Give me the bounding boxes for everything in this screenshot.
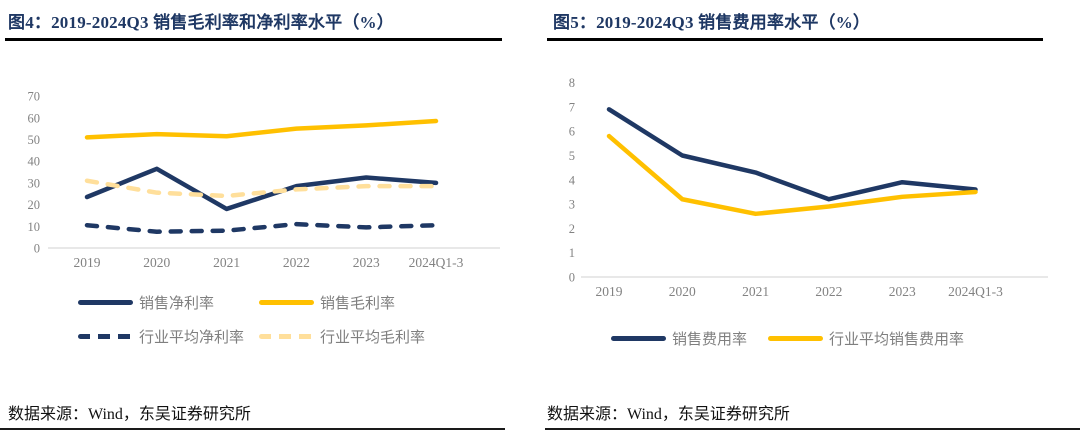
figure4-line-chart: 0 10 20 30 40 50 60 70 2019 2020 2021 2022 2023 2024Q… <box>28 90 500 270</box>
y-axis-tick-label: 60 <box>28 111 41 125</box>
series-line-1 <box>84 118 439 140</box>
figure5-title-rule <box>547 38 1043 41</box>
figure4-title-rule <box>5 38 502 41</box>
legend-item: 销售费用率 <box>611 328 768 349</box>
x-axis-tick-label: 2024Q1-3 <box>409 255 464 270</box>
figure5-line-chart: 0 1 2 3 4 5 6 7 8 2019 2020 2021 2022 2023 2024Q1-3 <box>569 76 1048 299</box>
series-line-2 <box>84 221 439 234</box>
x-axis-tick-label: 2024Q1-3 <box>948 284 1003 299</box>
series-line-1 <box>606 133 978 217</box>
y-axis-tick-label: 4 <box>569 173 576 187</box>
x-axis-tick-label: 2022 <box>815 284 842 299</box>
figure5-legend: 销售费用率 行业平均销售费用率 <box>611 328 964 349</box>
figure4-title: 图4：2019-2024Q3 销售毛利率和净利率水平（%） <box>8 13 394 32</box>
figure5-bottom-rule <box>545 428 1080 430</box>
figure4-source-note: 数据来源：Wind，东吴证券研究所 <box>8 406 251 423</box>
legend-item: 行业平均毛利率 <box>259 326 425 347</box>
y-axis-tick-label: 8 <box>569 76 575 90</box>
legend-line-swatch <box>78 334 133 339</box>
y-axis-tick-label: 70 <box>28 90 41 104</box>
legend-label: 销售费用率 <box>672 331 748 348</box>
y-axis-tick-label: 3 <box>569 198 575 212</box>
x-axis-tick-label: 2019 <box>74 255 101 270</box>
figure5-title: 图5：2019-2024Q3 销售费用率水平（%） <box>553 13 871 32</box>
legend-item: 销售毛利率 <box>259 292 425 313</box>
x-axis-tick-label: 2019 <box>596 284 623 299</box>
figure5-column: 图5：2019-2024Q3 销售费用率水平（%） 0 1 2 3 4 5 6 7 8 2019 2… <box>545 0 1080 435</box>
y-axis-tick-label: 6 <box>569 125 575 139</box>
x-axis-tick-label: 2020 <box>143 255 170 270</box>
figure4-legend: 销售净利率 销售毛利率行业平均净利率 行业平均毛利率 <box>78 292 425 347</box>
figure4-bottom-rule <box>0 428 505 430</box>
legend-line-swatch <box>259 334 314 339</box>
legend-label: 行业平均净利率 <box>139 329 245 346</box>
x-axis-tick-label: 2021 <box>742 284 769 299</box>
legend-label: 销售净利率 <box>139 295 215 312</box>
legend-item: 销售净利率 <box>78 292 259 313</box>
legend-item: 行业平均净利率 <box>78 326 259 347</box>
y-axis-tick-label: 20 <box>28 198 41 212</box>
legend-line-swatch <box>768 336 823 341</box>
legend-label: 销售毛利率 <box>320 295 396 312</box>
x-axis-tick-label: 2021 <box>213 255 240 270</box>
legend-label: 行业平均毛利率 <box>320 329 426 346</box>
y-axis-tick-label: 0 <box>569 271 575 285</box>
y-axis-tick-label: 5 <box>569 149 575 163</box>
figure5-source-note: 数据来源：Wind，东吴证券研究所 <box>547 406 790 423</box>
y-axis-tick-label: 10 <box>28 220 41 234</box>
y-axis-tick-label: 30 <box>28 176 41 190</box>
legend-line-swatch <box>611 336 666 341</box>
y-axis-tick-label: 2 <box>569 222 575 236</box>
y-axis-tick-label: 7 <box>569 100 575 114</box>
series-line-0 <box>84 166 439 212</box>
legend-label: 行业平均销售费用率 <box>829 331 965 348</box>
legend-line-swatch <box>259 300 314 305</box>
series-line-0 <box>606 107 978 202</box>
y-axis-tick-label: 0 <box>34 242 40 256</box>
y-axis-tick-label: 40 <box>28 155 41 169</box>
legend-item: 行业平均销售费用率 <box>768 328 964 349</box>
y-axis-tick-label: 50 <box>28 133 41 147</box>
figure4-column: 图4：2019-2024Q3 销售毛利率和净利率水平（%） 0 10 20 30 40 5… <box>0 0 505 435</box>
legend-line-swatch <box>78 300 133 305</box>
x-axis-tick-label: 2023 <box>889 284 916 299</box>
x-axis-tick-label: 2023 <box>353 255 380 270</box>
x-axis-tick-label: 2020 <box>669 284 696 299</box>
x-axis-tick-label: 2022 <box>283 255 310 270</box>
series-line-3 <box>84 178 439 199</box>
y-axis-tick-label: 1 <box>569 246 575 260</box>
